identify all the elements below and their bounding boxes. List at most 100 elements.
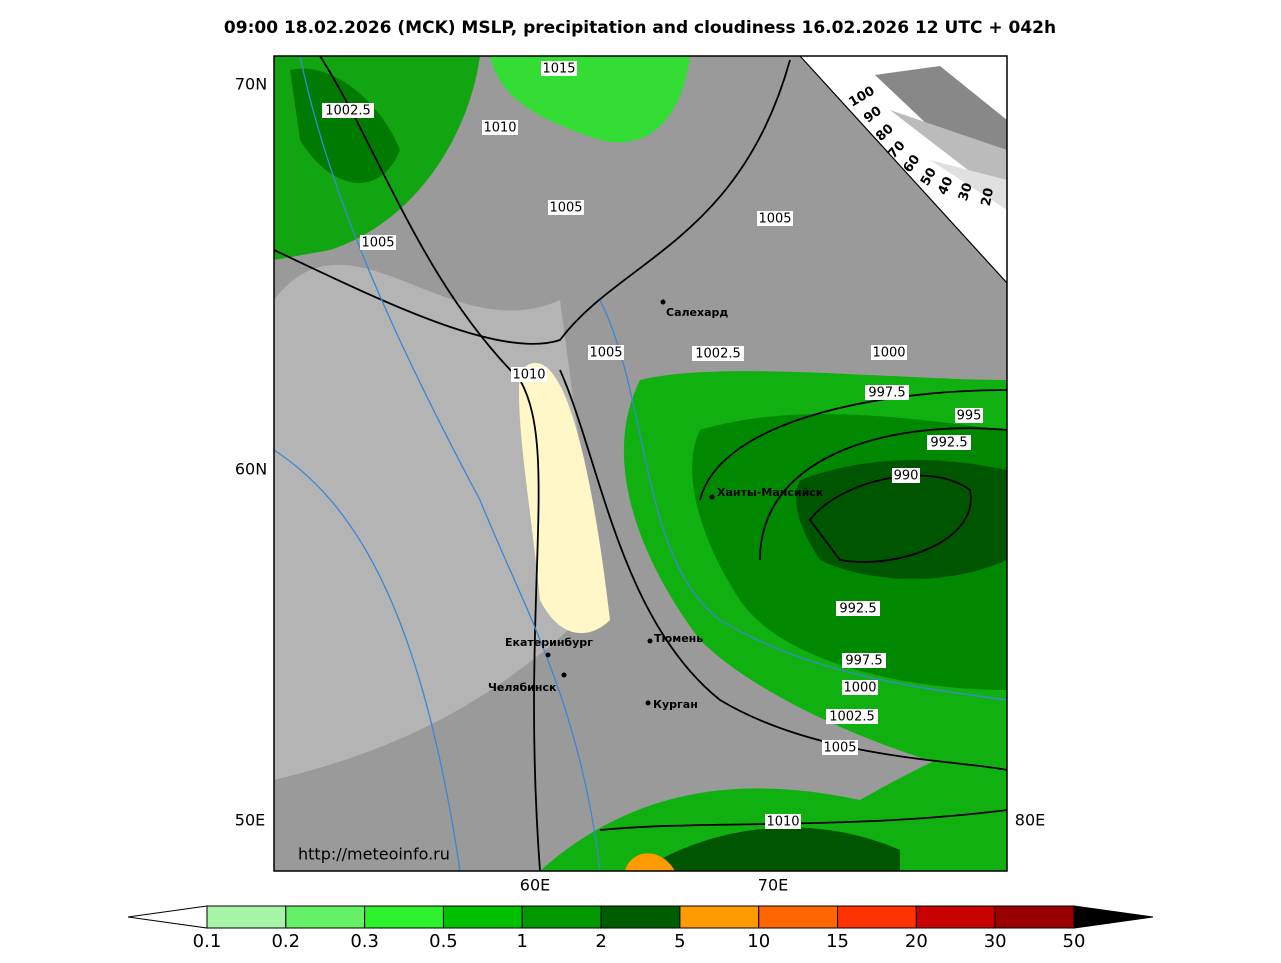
isobar-label-bg bbox=[927, 435, 971, 450]
legend-level: 0.1 bbox=[193, 931, 222, 952]
city-dot bbox=[645, 700, 651, 706]
lon-label: 80E bbox=[1015, 811, 1045, 830]
isobar-label: 1002.5 bbox=[325, 104, 371, 119]
precip-area bbox=[640, 827, 900, 871]
legend-arrow-high bbox=[1073, 905, 1154, 929]
watermark: http://meteoinfo.ru bbox=[298, 845, 450, 864]
legend-level: 10 bbox=[747, 931, 770, 952]
isobar-label: 1000 bbox=[843, 681, 876, 696]
isobar-label-bg bbox=[842, 653, 886, 668]
isobar-label: 1005 bbox=[549, 201, 582, 216]
legend-level: 30 bbox=[984, 931, 1007, 952]
isobar-label-bg bbox=[588, 345, 624, 360]
lon-label: 60E bbox=[520, 876, 550, 895]
cloudiness-label: 20 bbox=[979, 187, 997, 208]
city-label: Тюмень bbox=[654, 632, 703, 645]
legend-swatch bbox=[206, 905, 287, 929]
legend-level: 5 bbox=[674, 931, 685, 952]
legend-swatch bbox=[758, 905, 839, 929]
precip-area bbox=[540, 730, 1007, 871]
map-edge bbox=[799, 55, 1008, 284]
isobar-label: 995 bbox=[957, 409, 982, 424]
legend-swatch bbox=[285, 905, 366, 929]
map-frame bbox=[273, 55, 1008, 872]
isobar-label-bg bbox=[865, 385, 909, 400]
precip-area bbox=[290, 68, 400, 183]
isobar-label: 1005 bbox=[758, 212, 791, 227]
legend-swatch bbox=[600, 905, 681, 929]
isobar-label-bg bbox=[482, 120, 518, 135]
legend-arrow-low bbox=[127, 905, 208, 929]
isobar-label-bg bbox=[765, 814, 801, 829]
legend-swatch bbox=[521, 905, 602, 929]
legend-swatch bbox=[994, 905, 1075, 929]
isobar-label-bg bbox=[322, 103, 374, 118]
isobar-label-bg bbox=[548, 200, 584, 215]
legend-swatch bbox=[364, 905, 444, 929]
precip-area bbox=[625, 853, 675, 871]
isobar-label: 1015 bbox=[542, 62, 575, 77]
isobar-label-bg bbox=[871, 345, 907, 360]
cloudiness-label: 40 bbox=[935, 175, 956, 198]
isobar-label-bg bbox=[360, 235, 396, 250]
map-area bbox=[273, 55, 1008, 872]
isobar-label-bg bbox=[541, 61, 577, 76]
city-dot bbox=[561, 672, 567, 678]
isobar-label: 1005 bbox=[589, 346, 622, 361]
isobar-label: 1010 bbox=[483, 121, 516, 136]
isobar-label: 1002.5 bbox=[829, 710, 875, 725]
isobar-label: 1010 bbox=[512, 368, 545, 383]
isobar-label-bg bbox=[826, 709, 878, 724]
isobar-label: 1010 bbox=[766, 815, 799, 830]
isobar-label-bg bbox=[842, 680, 878, 695]
isobar-label-bg bbox=[892, 468, 920, 483]
isobar-label: 1005 bbox=[823, 741, 856, 756]
legend-swatch bbox=[837, 905, 917, 929]
legend-level: 1 bbox=[517, 931, 528, 952]
isobar-label: 990 bbox=[894, 469, 919, 484]
cloudiness-wedge bbox=[875, 66, 1007, 210]
isobars bbox=[273, 55, 1008, 872]
city-label: Салехард bbox=[666, 306, 728, 319]
isobar-label-bg bbox=[511, 367, 547, 382]
city-dot bbox=[709, 494, 715, 500]
map-title: 09:00 18.02.2026 (MCK) MSLP, precipitati… bbox=[224, 18, 1056, 38]
legend-swatch bbox=[679, 905, 760, 929]
isobar-label: 997.5 bbox=[868, 386, 905, 401]
lon-label: 50E bbox=[235, 811, 265, 830]
isotherms bbox=[273, 55, 1008, 872]
cloudiness-label: 30 bbox=[956, 181, 976, 203]
isobar-label: 1002.5 bbox=[695, 347, 741, 362]
cloud-area bbox=[274, 264, 600, 780]
isobar-label: 1005 bbox=[361, 236, 394, 251]
isobar-label: 992.5 bbox=[839, 602, 876, 617]
lat-label: 70N bbox=[235, 75, 267, 94]
dry-area bbox=[519, 362, 610, 634]
precip-area bbox=[490, 56, 690, 143]
isobar-label-bg bbox=[836, 601, 880, 616]
legend-level: 20 bbox=[905, 931, 928, 952]
legend-level: 0.5 bbox=[429, 931, 458, 952]
isobar-label: 1000 bbox=[872, 346, 905, 361]
lon-label: 70E bbox=[758, 876, 788, 895]
lat-label: 60N bbox=[235, 460, 267, 479]
isobar-label-bg bbox=[822, 740, 858, 755]
legend-level: 50 bbox=[1063, 931, 1086, 952]
legend-swatch bbox=[442, 905, 523, 929]
isobar-label-bg bbox=[692, 346, 744, 361]
legend-level: 2 bbox=[595, 931, 606, 952]
city-dot bbox=[660, 299, 666, 305]
legend-level: 15 bbox=[826, 931, 849, 952]
city-dot bbox=[545, 652, 551, 658]
isobar-label: 997.5 bbox=[845, 654, 882, 669]
city-label: Курган bbox=[653, 698, 698, 711]
city-label: Челябинск bbox=[488, 681, 557, 694]
isobar-label-bg bbox=[757, 211, 793, 226]
legend-level: 0.2 bbox=[271, 931, 300, 952]
legend-level: 0.3 bbox=[350, 931, 379, 952]
isobar-label-bg bbox=[955, 408, 983, 423]
city-dot bbox=[647, 638, 653, 644]
